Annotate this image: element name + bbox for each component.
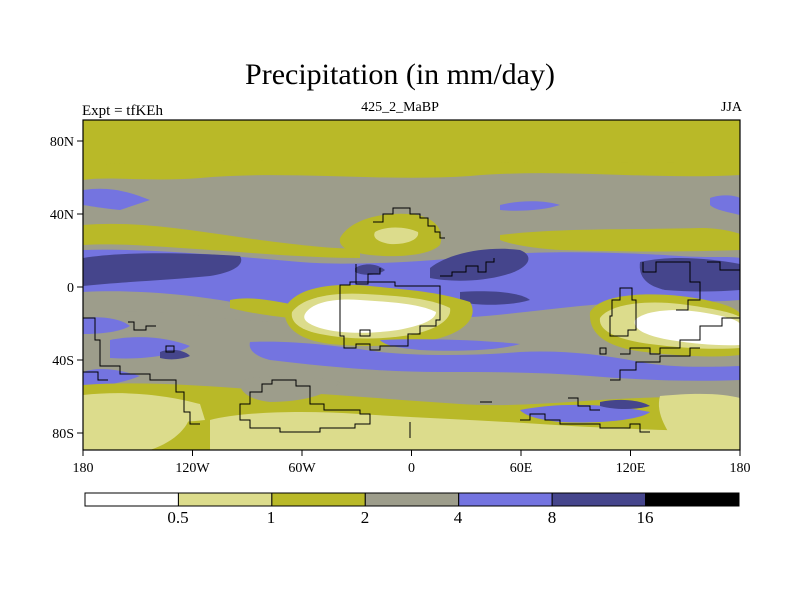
colorbar-label: 8	[548, 508, 557, 527]
colorbar-swatch	[177, 492, 273, 507]
x-tick-label: 180	[73, 461, 94, 476]
colorbar-swatch	[458, 492, 553, 507]
x-tick-label: 60E	[510, 461, 533, 476]
x-tick-label: 60W	[288, 461, 316, 476]
colorbar	[84, 492, 740, 507]
colorbar-swatch	[271, 492, 366, 507]
x-axis-labels: 180 120W 60W 0 60E 120E 180	[73, 461, 751, 476]
y-axis-labels: 80N 40N 0 40S 80S	[50, 135, 74, 442]
x-tick-label: 0	[408, 461, 415, 476]
colorbar-swatch	[84, 492, 179, 507]
field-olive-north	[83, 120, 740, 150]
colorbar-label: 0.5	[167, 508, 188, 527]
colorbar-label: 16	[637, 508, 654, 527]
experiment-label: Expt = tfKEh	[82, 103, 163, 119]
colorbar-labels: 0.5 1 2 4 8 16	[167, 508, 653, 527]
colorbar-swatch	[551, 492, 647, 507]
tick-marks	[77, 140, 741, 456]
y-tick-label: 80S	[52, 427, 74, 442]
coastlines	[83, 207, 740, 438]
colorbar-label: 1	[267, 508, 276, 527]
y-tick-label: 80N	[50, 135, 74, 150]
colorbar-swatch	[364, 492, 460, 507]
x-tick-label: 180	[730, 461, 751, 476]
y-tick-label: 40N	[50, 208, 74, 223]
season-label: JJA	[720, 100, 742, 115]
colorbar-swatch	[645, 492, 740, 507]
period-label: 425_2_MaBP	[361, 100, 439, 115]
x-tick-label: 120W	[175, 461, 210, 476]
colorbar-label: 2	[361, 508, 370, 527]
colorbar-label: 4	[454, 508, 463, 527]
y-tick-label: 40S	[52, 354, 74, 369]
map-title: Precipitation (in mm/day)	[245, 58, 555, 91]
y-tick-label: 0	[67, 281, 74, 296]
x-tick-label: 120E	[616, 461, 646, 476]
map-plot-area	[83, 120, 740, 450]
